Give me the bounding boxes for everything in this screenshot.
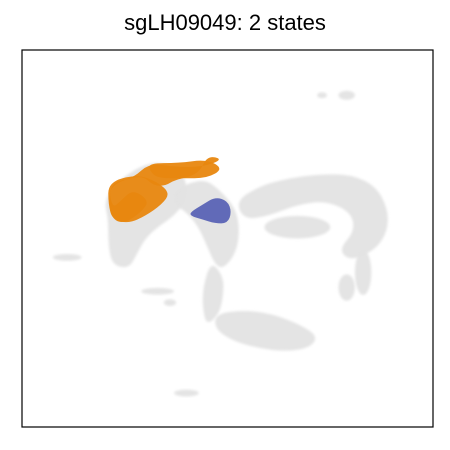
background-cell-cluster-7 (338, 274, 355, 301)
plot-frame (21, 49, 434, 428)
background-cell-cluster-5 (264, 215, 331, 239)
background-cell-cluster-8 (52, 253, 82, 261)
background-cell-cluster-6 (354, 249, 372, 296)
state-1-cells-2 (108, 176, 168, 223)
background-cell-cluster-1 (174, 181, 239, 268)
background-cell-cluster-2 (202, 265, 224, 322)
background-cells-layer (52, 90, 388, 397)
highlighted-states-layer (108, 157, 231, 224)
background-cell-cluster-11 (174, 389, 199, 397)
background-cell-cluster-13 (317, 92, 327, 99)
background-cell-cluster-4 (238, 174, 388, 259)
background-cell-cluster-3 (215, 311, 316, 351)
background-cell-cluster-12 (338, 90, 355, 100)
background-cell-cluster-9 (141, 287, 175, 295)
background-cell-cluster-10 (163, 299, 177, 306)
chart-title: sgLH09049: 2 states (124, 10, 326, 35)
state-2-cells-0 (190, 198, 231, 224)
state-1-cells-1 (149, 160, 220, 179)
